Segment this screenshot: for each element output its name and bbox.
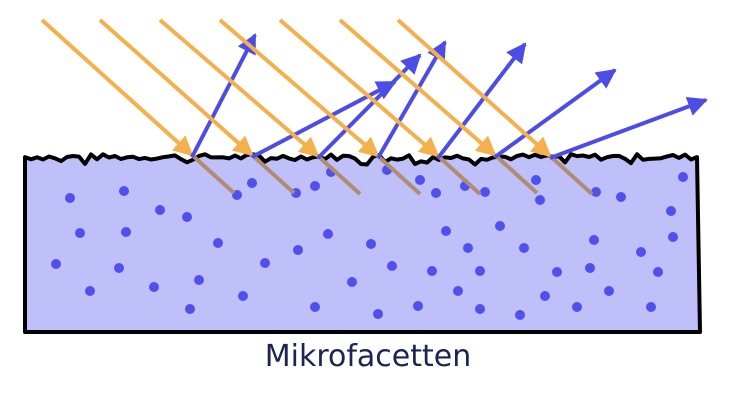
refracted-ray: [548, 154, 594, 196]
refracted-ray: [436, 154, 482, 196]
particle: [646, 302, 656, 312]
rays: [40, 18, 708, 196]
particle: [366, 239, 376, 249]
particle: [293, 245, 303, 255]
particle: [260, 258, 270, 268]
particle: [668, 232, 678, 242]
particle: [310, 181, 320, 191]
particle: [585, 263, 595, 273]
reflected-ray: [493, 68, 617, 159]
particle: [413, 301, 423, 311]
particle: [232, 190, 242, 200]
particle: [415, 175, 425, 185]
particle: [515, 310, 525, 320]
particle: [119, 186, 129, 196]
particle: [387, 261, 397, 271]
particle: [427, 266, 437, 276]
particle: [463, 243, 473, 253]
particle: [604, 286, 614, 296]
particle: [75, 228, 85, 238]
refracted-ray: [250, 153, 296, 195]
incident-ray: [338, 18, 497, 157]
particle: [213, 238, 223, 248]
particle: [51, 259, 61, 269]
particle: [155, 205, 165, 215]
particle: [441, 226, 451, 236]
incident-ray: [40, 18, 194, 157]
reflected-ray: [376, 40, 447, 160]
particle: [323, 229, 333, 239]
particle: [475, 304, 485, 314]
particle: [666, 206, 676, 216]
particle: [475, 266, 485, 276]
refracted-ray: [493, 153, 539, 195]
particle: [589, 235, 599, 245]
particle: [678, 172, 688, 182]
particle: [347, 277, 357, 287]
particle: [114, 263, 124, 273]
reflected-ray: [436, 42, 527, 160]
particle: [182, 212, 192, 222]
particle: [85, 286, 95, 296]
caption: Mikrofacetten: [265, 339, 472, 374]
particle: [194, 275, 204, 285]
incident-ray: [98, 18, 254, 157]
refracted-ray: [316, 154, 362, 196]
particle: [653, 267, 663, 277]
particle: [535, 195, 545, 205]
particle: [453, 286, 463, 296]
refracted-ray: [376, 154, 422, 196]
particle: [495, 221, 505, 231]
particle: [531, 175, 541, 185]
particle: [540, 291, 550, 301]
material: [23, 152, 702, 334]
particle: [121, 227, 131, 237]
incident-ray: [396, 18, 552, 158]
particle: [572, 302, 582, 312]
refracted-ray: [190, 153, 236, 195]
incident-ray: [218, 18, 380, 158]
particle: [431, 188, 441, 198]
particle: [636, 247, 646, 257]
particle: [519, 243, 529, 253]
particle: [591, 187, 601, 197]
particle: [373, 309, 383, 319]
reflected-ray: [190, 33, 257, 158]
particle: [552, 267, 562, 277]
particle: [65, 193, 75, 203]
particle: [247, 178, 257, 188]
incident-ray: [158, 18, 320, 158]
particle: [480, 187, 490, 197]
particle: [616, 192, 626, 202]
particle: [310, 302, 320, 312]
reflected-ray: [549, 96, 708, 160]
reflected-ray: [316, 53, 422, 160]
reflected-ray: [251, 80, 397, 159]
material-block: [23, 152, 702, 334]
incident-ray: [278, 18, 440, 158]
particle: [238, 291, 248, 301]
particle: [149, 282, 159, 292]
particle: [185, 304, 195, 314]
